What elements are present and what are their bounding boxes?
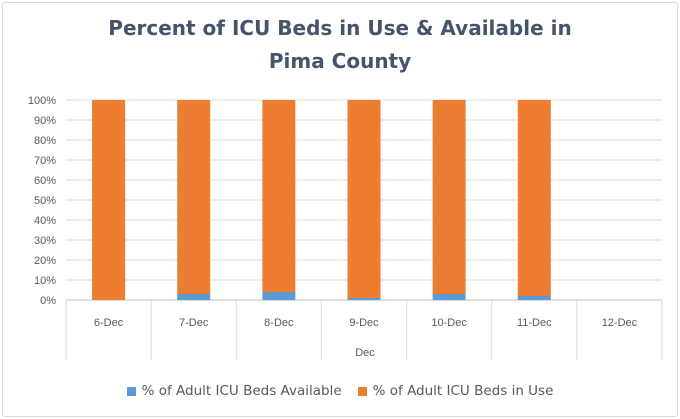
x-tick-label: 6-Dec (94, 317, 124, 329)
x-tick-label: 8-Dec (264, 317, 294, 329)
y-tick-label: 30% (34, 235, 56, 247)
legend-item-in-use: % of Adult ICU Beds in Use (357, 383, 554, 399)
y-tick-label: 10% (34, 275, 56, 287)
y-tick-label: 60% (34, 175, 56, 187)
legend-label-in-use: % of Adult ICU Beds in Use (372, 383, 554, 399)
legend-swatch-available (126, 386, 136, 396)
x-axis-title: Dec (355, 347, 375, 359)
legend-item-available: % of Adult ICU Beds Available (126, 383, 342, 399)
x-tick-label: 12-Dec (602, 317, 638, 329)
x-tick-label: 10-Dec (431, 317, 467, 329)
y-tick-label: 20% (34, 255, 56, 267)
y-tick-label: 40% (34, 215, 56, 227)
y-tick-label: 80% (34, 135, 56, 147)
legend-label-available: % of Adult ICU Beds Available (141, 383, 342, 399)
bar-in-use (347, 100, 381, 298)
y-tick-label: 90% (34, 115, 56, 127)
bar-available (262, 292, 296, 300)
y-tick-label: 70% (34, 155, 56, 167)
chart-title: Percent of ICU Beds in Use & Available i… (0, 12, 680, 78)
bar-available (517, 296, 551, 300)
legend-swatch-in-use (357, 386, 367, 396)
chart-legend: % of Adult ICU Beds Available % of Adult… (0, 383, 680, 399)
bar-in-use (517, 100, 551, 296)
bar-in-use (262, 100, 296, 292)
bar-in-use (92, 100, 126, 300)
y-tick-label: 100% (28, 95, 56, 107)
x-tick-label: 7-Dec (179, 317, 209, 329)
y-tick-label: 50% (34, 195, 56, 207)
bar-available (432, 294, 466, 300)
bar-available (177, 294, 211, 300)
y-tick-label: 0% (40, 295, 56, 307)
x-tick-label: 9-Dec (349, 317, 379, 329)
bar-in-use (177, 100, 211, 294)
bar-available (347, 298, 381, 300)
bar-in-use (432, 100, 466, 294)
chart-title-line-1: Percent of ICU Beds in Use & Available i… (108, 16, 572, 40)
chart-title-line-2: Pima County (268, 49, 412, 73)
x-tick-label: 11-Dec (517, 317, 552, 329)
